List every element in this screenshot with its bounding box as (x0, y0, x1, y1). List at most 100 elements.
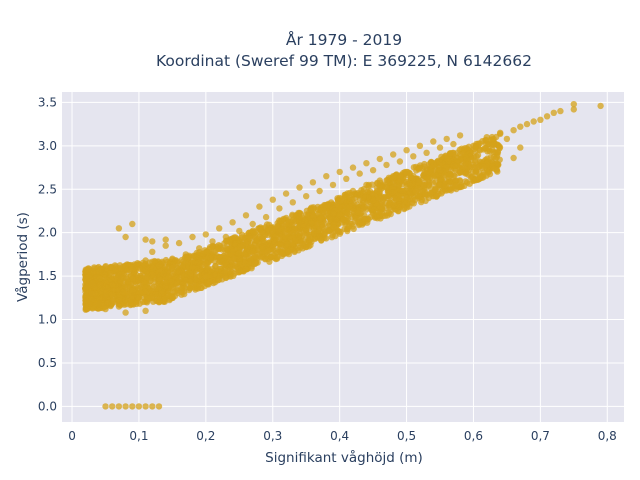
y-tick-label: 2.0 (38, 226, 57, 240)
scatter-point (363, 160, 370, 167)
scatter-point (403, 194, 410, 202)
scatter-point (190, 252, 197, 259)
scatter-point (200, 250, 207, 257)
scatter-point (376, 189, 383, 196)
scatter-point (344, 190, 351, 197)
scatter-point (436, 144, 444, 151)
scatter-point (114, 286, 122, 293)
scatter-point (135, 403, 143, 410)
scatter-point (443, 163, 450, 171)
scatter-point (369, 190, 377, 197)
scatter-point (309, 179, 317, 186)
scatter-point (323, 173, 330, 180)
scatter-point (173, 280, 180, 287)
scatter-point (336, 168, 343, 176)
scatter-point (349, 164, 357, 171)
scatter-point (336, 194, 343, 202)
scatter-point (88, 279, 96, 287)
scatter-point (142, 307, 149, 314)
scatter-point (390, 201, 398, 209)
scatter-point (328, 234, 336, 241)
scatter-point (443, 155, 450, 163)
scatter-point (162, 283, 169, 290)
scatter-point (296, 213, 303, 221)
scatter-point (416, 142, 424, 149)
scatter-point (109, 281, 116, 288)
scatter-point (117, 277, 125, 285)
scatter-point (450, 140, 457, 148)
scatter-point (370, 196, 378, 204)
scatter-point (430, 138, 437, 145)
scatter-point (117, 265, 124, 272)
scatter-point (410, 164, 418, 171)
y-axis-title: Vågperiod (s) (14, 212, 31, 302)
scatter-point (242, 266, 249, 273)
scatter-point (254, 259, 261, 266)
scatter-point (277, 217, 284, 224)
scatter-point (399, 187, 406, 194)
scatter-point (421, 160, 428, 168)
scatter-point (139, 298, 147, 306)
scatter-point (149, 271, 156, 278)
scatter-point (461, 182, 468, 189)
scatter-point (271, 240, 278, 247)
chart-title: År 1979 - 2019 (286, 30, 402, 49)
scatter-point (223, 242, 231, 249)
scatter-point (427, 190, 434, 197)
scatter-point (464, 171, 472, 178)
scatter-point (494, 149, 501, 156)
scatter-point (543, 113, 551, 120)
scatter-point (149, 258, 156, 265)
scatter-point (436, 167, 444, 174)
scatter-point (250, 229, 258, 236)
scatter-point (257, 225, 264, 233)
scatter-point (281, 228, 288, 235)
x-tick-label: 0,2 (196, 429, 215, 443)
scatter-point (447, 187, 455, 194)
scatter-point (122, 309, 129, 316)
scatter-point (403, 168, 410, 176)
scatter-point (102, 305, 109, 313)
scatter-point (115, 225, 123, 232)
scatter-point (360, 205, 367, 212)
scatter-point (245, 254, 252, 262)
scatter-point (262, 242, 270, 249)
scatter-point (155, 403, 163, 410)
x-tick-label: 0,6 (464, 429, 483, 443)
scatter-point (466, 180, 473, 187)
scatter-point (310, 212, 317, 219)
scatter-point (264, 225, 272, 232)
scatter-point (412, 188, 419, 195)
scatter-point (162, 236, 169, 243)
scatter-point (282, 220, 290, 228)
scatter-point (465, 160, 472, 167)
scatter-point (236, 255, 243, 262)
scatter-point (490, 153, 497, 161)
scatter-point (373, 208, 381, 215)
x-tick-label: 0,5 (397, 429, 416, 443)
scatter-point (202, 259, 209, 267)
scatter-point (119, 288, 127, 296)
scatter-point (316, 216, 323, 223)
scatter-point (421, 189, 429, 196)
scatter-point (453, 182, 460, 189)
scatter-point (124, 278, 131, 285)
plot-background (62, 92, 624, 422)
scatter-point (142, 257, 149, 264)
scatter-point (129, 266, 136, 273)
scatter-point (82, 297, 89, 304)
scatter-point (510, 154, 517, 162)
scatter-point (349, 207, 357, 215)
scatter-point (483, 134, 490, 141)
scatter-point (407, 190, 414, 197)
scatter-point (204, 280, 212, 287)
scatter-point (276, 205, 283, 212)
scatter-point (463, 155, 470, 163)
scatter-point (296, 229, 303, 236)
scatter-point (156, 276, 164, 284)
scatter-point (305, 243, 312, 250)
scatter-point (430, 160, 437, 167)
scatter-point (196, 272, 203, 280)
scatter-point (95, 300, 103, 308)
scatter-point (570, 101, 577, 108)
